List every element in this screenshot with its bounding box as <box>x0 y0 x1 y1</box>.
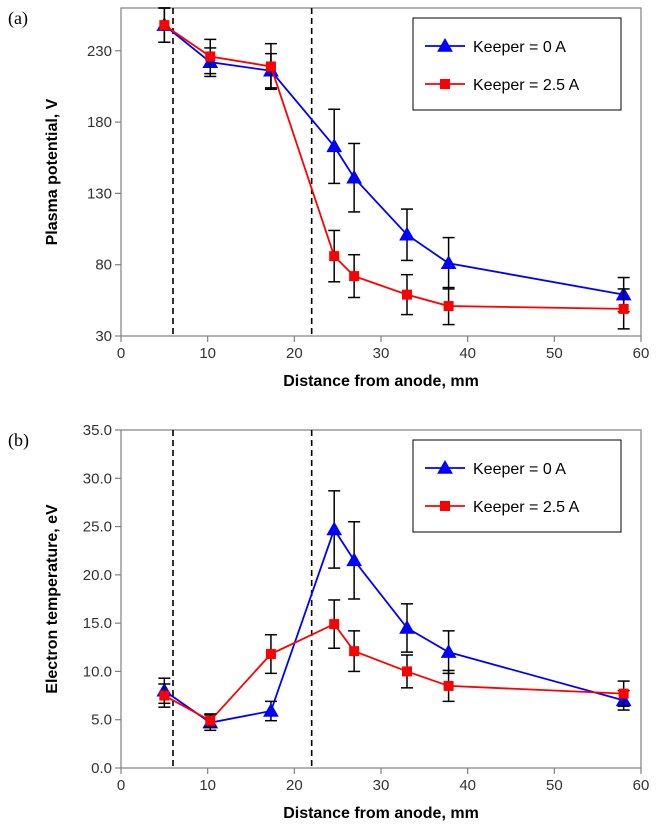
data-point <box>443 301 454 312</box>
chart-panel-0: 0 10 20 30 40 50 60 30 80 130 180 230 Distance from … <box>8 7 650 390</box>
x-axis-title: Distance from anode, mm <box>283 805 479 822</box>
chart-panel-1: 0 10 20 30 40 50 60 0.0 5.0 10.0 15.0 20.0 25.0 30.0 3… <box>8 422 649 822</box>
data-point <box>440 255 457 270</box>
data-point <box>205 715 216 726</box>
legend-box <box>412 439 622 533</box>
y-tick-label: 130 <box>87 185 112 202</box>
x-tick-label: 0 <box>117 345 125 362</box>
x-tick-label: 10 <box>199 345 216 362</box>
y-tick-label: 10.0 <box>83 663 112 680</box>
legend: Keeper = 0 A Keeper = 2.5 A <box>412 17 622 111</box>
x-tick-label: 10 <box>199 777 216 794</box>
data-point <box>618 303 629 314</box>
y-tick-label: 180 <box>87 114 112 131</box>
y-tick-label: 30.0 <box>83 470 112 487</box>
y-axis-title: Plasma potential, V <box>44 98 61 245</box>
series-line <box>163 24 624 310</box>
data-point <box>443 680 454 691</box>
series-line <box>163 24 624 296</box>
data-point <box>399 619 415 634</box>
data-point <box>159 690 170 701</box>
legend-entry: Keeper = 0 A <box>473 461 566 478</box>
legend-marker <box>440 79 450 89</box>
data-point <box>205 51 216 62</box>
x-tick-label: 20 <box>286 345 303 362</box>
legend-marker <box>440 501 450 511</box>
y-tick-label: 80 <box>95 257 112 274</box>
data-point <box>159 20 170 31</box>
legend-entry: Keeper = 2.5 A <box>473 499 580 516</box>
legend-entry: Keeper = 2.5 A <box>473 77 580 94</box>
data-point <box>263 703 279 717</box>
series-line <box>163 527 624 724</box>
x-tick-label: 20 <box>286 777 303 794</box>
legend-marker <box>437 459 453 474</box>
data-point <box>265 61 276 72</box>
data-point <box>349 646 360 657</box>
panel-label: (b) <box>8 430 29 451</box>
y-tick-label: 35.0 <box>83 422 112 439</box>
y-tick-label: 20.0 <box>83 567 112 584</box>
x-tick-label: 40 <box>459 777 476 794</box>
data-point <box>399 226 415 241</box>
data-point <box>618 688 629 699</box>
legend-marker <box>437 37 453 52</box>
data-point <box>326 138 343 153</box>
data-point <box>265 649 276 660</box>
data-point <box>440 644 457 658</box>
series-1 <box>158 7 630 330</box>
data-point <box>329 619 340 630</box>
data-point <box>326 521 343 536</box>
x-axis-title: Distance from anode, mm <box>283 373 479 390</box>
series-line <box>163 622 624 722</box>
legend-box <box>412 17 622 111</box>
legend-entry: Keeper = 0 A <box>473 39 566 56</box>
series-1 <box>158 599 630 729</box>
legend: Keeper = 0 A Keeper = 2.5 A <box>412 439 622 533</box>
data-point <box>346 169 362 184</box>
panel-label: (a) <box>8 8 28 29</box>
y-tick-label: 5.0 <box>91 712 112 729</box>
x-tick-label: 30 <box>373 345 390 362</box>
data-point <box>402 289 412 300</box>
x-tick-label: 50 <box>546 777 563 794</box>
x-tick-label: 50 <box>546 345 563 362</box>
x-tick-label: 60 <box>633 345 650 362</box>
data-point <box>329 251 340 262</box>
y-tick-label: 15.0 <box>83 615 112 632</box>
data-point <box>346 552 362 567</box>
y-tick-label: 30 <box>95 328 112 345</box>
data-point <box>349 271 360 282</box>
y-tick-label: 25.0 <box>83 519 112 536</box>
x-tick-label: 0 <box>117 777 125 794</box>
x-tick-label: 40 <box>459 345 476 362</box>
y-axis-title: Electron temperature, eV <box>44 504 61 694</box>
y-tick-label: 0.0 <box>91 760 112 777</box>
data-point <box>402 666 412 677</box>
x-tick-label: 30 <box>373 777 390 794</box>
y-tick-label: 230 <box>87 43 112 60</box>
x-tick-label: 60 <box>633 777 650 794</box>
